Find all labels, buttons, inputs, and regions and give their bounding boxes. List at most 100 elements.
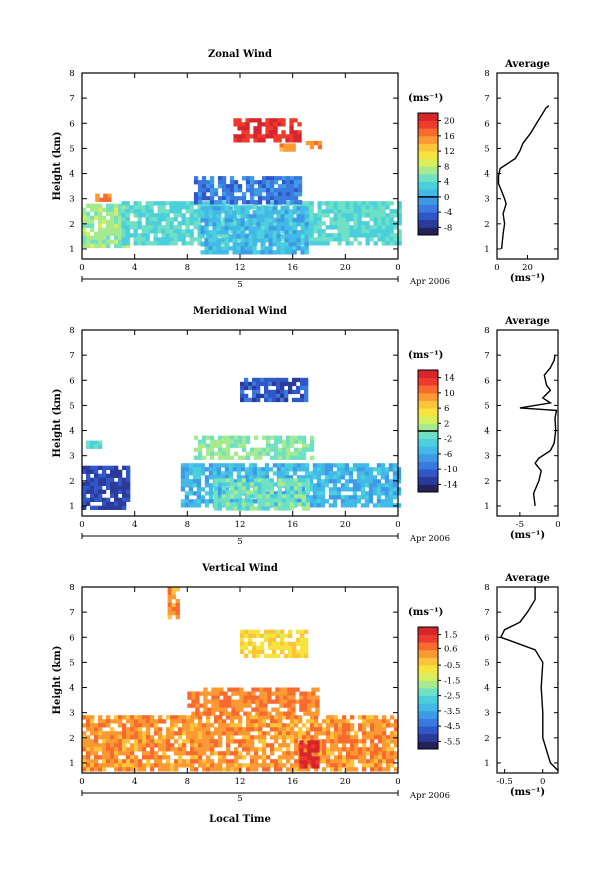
heatmap-cell	[86, 755, 91, 760]
heatmap-cell	[269, 130, 274, 135]
heatmap-cell	[317, 213, 322, 218]
heatmap-cell	[193, 447, 199, 452]
heatmap-cell	[262, 759, 267, 764]
heatmap-cell	[228, 499, 234, 504]
heatmap-cell	[245, 176, 251, 181]
heatmap-cell	[257, 196, 263, 201]
heatmap-cell	[86, 501, 91, 506]
heatmap-cell	[240, 641, 245, 646]
heatmap-cell	[175, 611, 180, 616]
heatmap-cell	[248, 637, 253, 642]
heatmap-cell	[304, 393, 309, 399]
heatmap-cell	[189, 217, 194, 222]
heatmap-cell	[212, 206, 217, 211]
heatmap-cell	[358, 723, 363, 728]
heatmap-cell	[397, 209, 402, 214]
heatmap-cell	[381, 201, 386, 206]
heatmap-cell	[344, 487, 350, 492]
heatmap-cell	[223, 711, 228, 716]
heatmap-cell	[189, 237, 194, 242]
heatmap-cell	[265, 502, 270, 507]
heatmap-cell	[341, 233, 346, 238]
heatmap-cell	[82, 231, 87, 236]
heatmap-cell	[199, 703, 204, 708]
heatmap-cell	[126, 715, 131, 720]
heatmap-cell	[157, 201, 162, 206]
heatmap-cell	[102, 747, 107, 752]
heatmap-cell	[194, 739, 199, 744]
average-y-tick-label: 1	[484, 759, 489, 769]
heatmap-cell	[280, 210, 285, 215]
heatmap-cell	[86, 727, 91, 732]
heatmap-cell	[177, 237, 182, 242]
heatmap-cell	[394, 739, 399, 744]
heatmap-cell	[250, 767, 255, 772]
heatmap-cell	[352, 495, 358, 500]
heatmap-cell	[284, 397, 289, 403]
heatmap-cell	[204, 246, 209, 251]
heatmap-cell	[277, 188, 283, 193]
heatmap-cell	[214, 731, 219, 736]
heatmap-cell	[361, 225, 366, 230]
heatmap-cell	[289, 134, 294, 139]
heatmap-cell	[126, 489, 131, 494]
heatmap-cell	[287, 711, 292, 716]
heatmap-cell	[354, 751, 359, 756]
heatmap-cell	[98, 747, 103, 752]
heatmap-cell	[225, 205, 230, 210]
heatmap-cell	[211, 691, 216, 696]
heatmap-cell	[182, 743, 187, 748]
heatmap-cell	[122, 489, 127, 494]
heatmap-cell	[315, 707, 320, 712]
heatmap-cell	[285, 478, 290, 483]
heatmap-cell	[110, 759, 115, 764]
heatmap-cell	[262, 719, 267, 724]
heatmap-cell	[289, 130, 294, 135]
heatmap-cell	[370, 727, 375, 732]
heatmap-cell	[94, 743, 99, 748]
heatmap-cell	[242, 747, 247, 752]
heatmap-cell	[275, 695, 280, 700]
heatmap-cell	[154, 759, 159, 764]
colorbar-swatch	[418, 151, 438, 160]
heatmap-cell	[261, 134, 266, 139]
heatmap-cell	[102, 473, 107, 478]
heatmap-cell	[280, 389, 285, 395]
heatmap-cell	[278, 763, 283, 768]
heatmap-cell	[261, 176, 267, 181]
heatmap-cell	[342, 731, 347, 736]
heatmap-cell	[236, 475, 242, 480]
heatmap-cell	[358, 715, 363, 720]
x-tick-label: 16	[287, 520, 298, 530]
heatmap-cell	[388, 463, 394, 468]
heatmap-cell	[98, 477, 103, 482]
heatmap-cell	[193, 192, 199, 197]
heatmap-cell	[307, 752, 312, 757]
heatmap-cell	[222, 767, 227, 772]
heatmap-cell	[284, 475, 290, 480]
heatmap-cell	[252, 381, 257, 387]
heatmap-cell	[370, 715, 375, 720]
heatmap-cell	[281, 237, 286, 242]
heatmap-cell	[293, 118, 298, 123]
heatmap-cell	[273, 196, 279, 201]
heatmap-cell	[325, 201, 330, 206]
heatmap-cell	[252, 393, 257, 399]
heatmap-cell	[241, 176, 247, 181]
heatmap-cell	[218, 731, 223, 736]
heatmap-cell	[217, 225, 222, 230]
heatmap-cell	[268, 222, 273, 227]
heatmap-cell	[299, 764, 304, 769]
heatmap-cell	[353, 221, 358, 226]
heatmap-cell	[356, 475, 362, 480]
heatmap-cell	[234, 767, 239, 772]
heatmap-cell	[252, 230, 257, 235]
heatmap-cell	[110, 215, 115, 220]
heatmap-cell	[337, 201, 342, 206]
heatmap-cell	[125, 233, 130, 238]
heatmap-cell	[316, 475, 322, 480]
date-label: Apr 2006	[409, 277, 450, 287]
heatmap-cell	[229, 192, 235, 197]
heatmap-cell	[390, 739, 395, 744]
heatmap-cell	[293, 184, 299, 189]
